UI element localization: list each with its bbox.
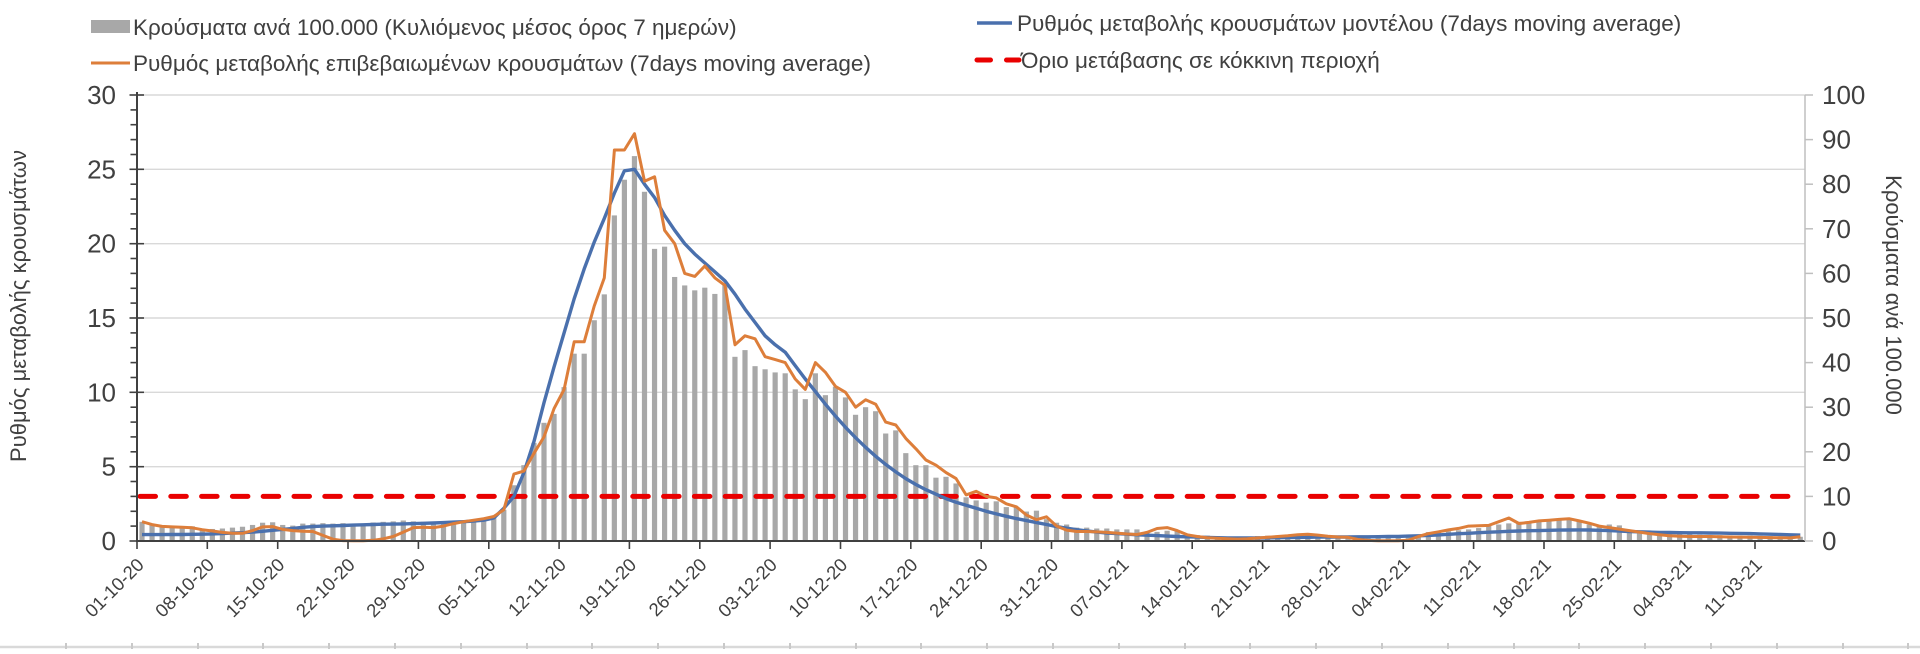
svg-text:15: 15 <box>87 303 116 333</box>
svg-text:5: 5 <box>102 452 116 482</box>
svg-text:10: 10 <box>87 377 116 407</box>
svg-text:60: 60 <box>1822 258 1851 288</box>
svg-text:30: 30 <box>87 80 116 110</box>
svg-text:40: 40 <box>1822 348 1851 378</box>
svg-text:Ρυθμός μεταβολής κρουσμάτων: Ρυθμός μεταβολής κρουσμάτων <box>6 150 31 462</box>
svg-text:90: 90 <box>1822 125 1851 155</box>
svg-text:Ρυθμός μεταβολής κρουσμάτων μο: Ρυθμός μεταβολής κρουσμάτων μοντέλου (7d… <box>1017 11 1681 36</box>
svg-text:0: 0 <box>1822 526 1836 556</box>
svg-text:Ρυθμός μεταβολής επιβεβαιωμένω: Ρυθμός μεταβολής επιβεβαιωμένων κρουσμάτ… <box>133 51 871 76</box>
svg-text:80: 80 <box>1822 169 1851 199</box>
svg-text:20: 20 <box>87 229 116 259</box>
svg-text:0: 0 <box>102 526 116 556</box>
svg-text:10: 10 <box>1822 481 1851 511</box>
svg-text:Όριο μετάβασης σε κόκκινη περι: Όριο μετάβασης σε κόκκινη περιοχή <box>1020 48 1380 73</box>
svg-text:50: 50 <box>1822 303 1851 333</box>
svg-text:Κρούσματα ανά 100.000: Κρούσματα ανά 100.000 <box>1881 175 1906 415</box>
svg-text:30: 30 <box>1822 392 1851 422</box>
svg-text:20: 20 <box>1822 437 1851 467</box>
svg-text:25: 25 <box>87 154 116 184</box>
svg-text:70: 70 <box>1822 214 1851 244</box>
svg-text:Κρούσματα ανά 100.000 (Κυλιόμε: Κρούσματα ανά 100.000 (Κυλιόμενος μέσος … <box>133 15 737 40</box>
svg-text:100: 100 <box>1822 80 1865 110</box>
